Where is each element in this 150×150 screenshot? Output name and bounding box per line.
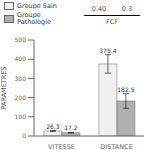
svg-text:PARAMETRES: PARAMETRES bbox=[8, 66, 9, 109]
html-text:Groupe Pathologie: Groupe Pathologie bbox=[17, 11, 51, 26]
svg-text:17.2: 17.2 bbox=[64, 124, 78, 131]
svg-text:DISTANCE: DISTANCE bbox=[100, 143, 132, 150]
svg-text:26.3: 26.3 bbox=[46, 123, 60, 130]
svg-text:300: 300 bbox=[15, 75, 27, 82]
html-text:Groupe Sain: Groupe Sain bbox=[17, 1, 57, 10]
svg-text:182.5: 182.5 bbox=[117, 86, 134, 93]
svg-text:200: 200 bbox=[15, 94, 27, 101]
svg-text:0: 0 bbox=[22, 132, 26, 139]
html-text:0.40: 0.40 bbox=[91, 5, 107, 13]
html-text:0.3: 0.3 bbox=[121, 5, 133, 13]
html-text:FCF: FCF bbox=[106, 18, 118, 26]
svg-text:400: 400 bbox=[15, 55, 27, 62]
svg-text:100: 100 bbox=[15, 113, 27, 120]
svg-text:375.4: 375.4 bbox=[99, 47, 116, 54]
svg-text:VITESSE: VITESSE bbox=[48, 143, 75, 150]
svg-text:500: 500 bbox=[15, 36, 27, 43]
